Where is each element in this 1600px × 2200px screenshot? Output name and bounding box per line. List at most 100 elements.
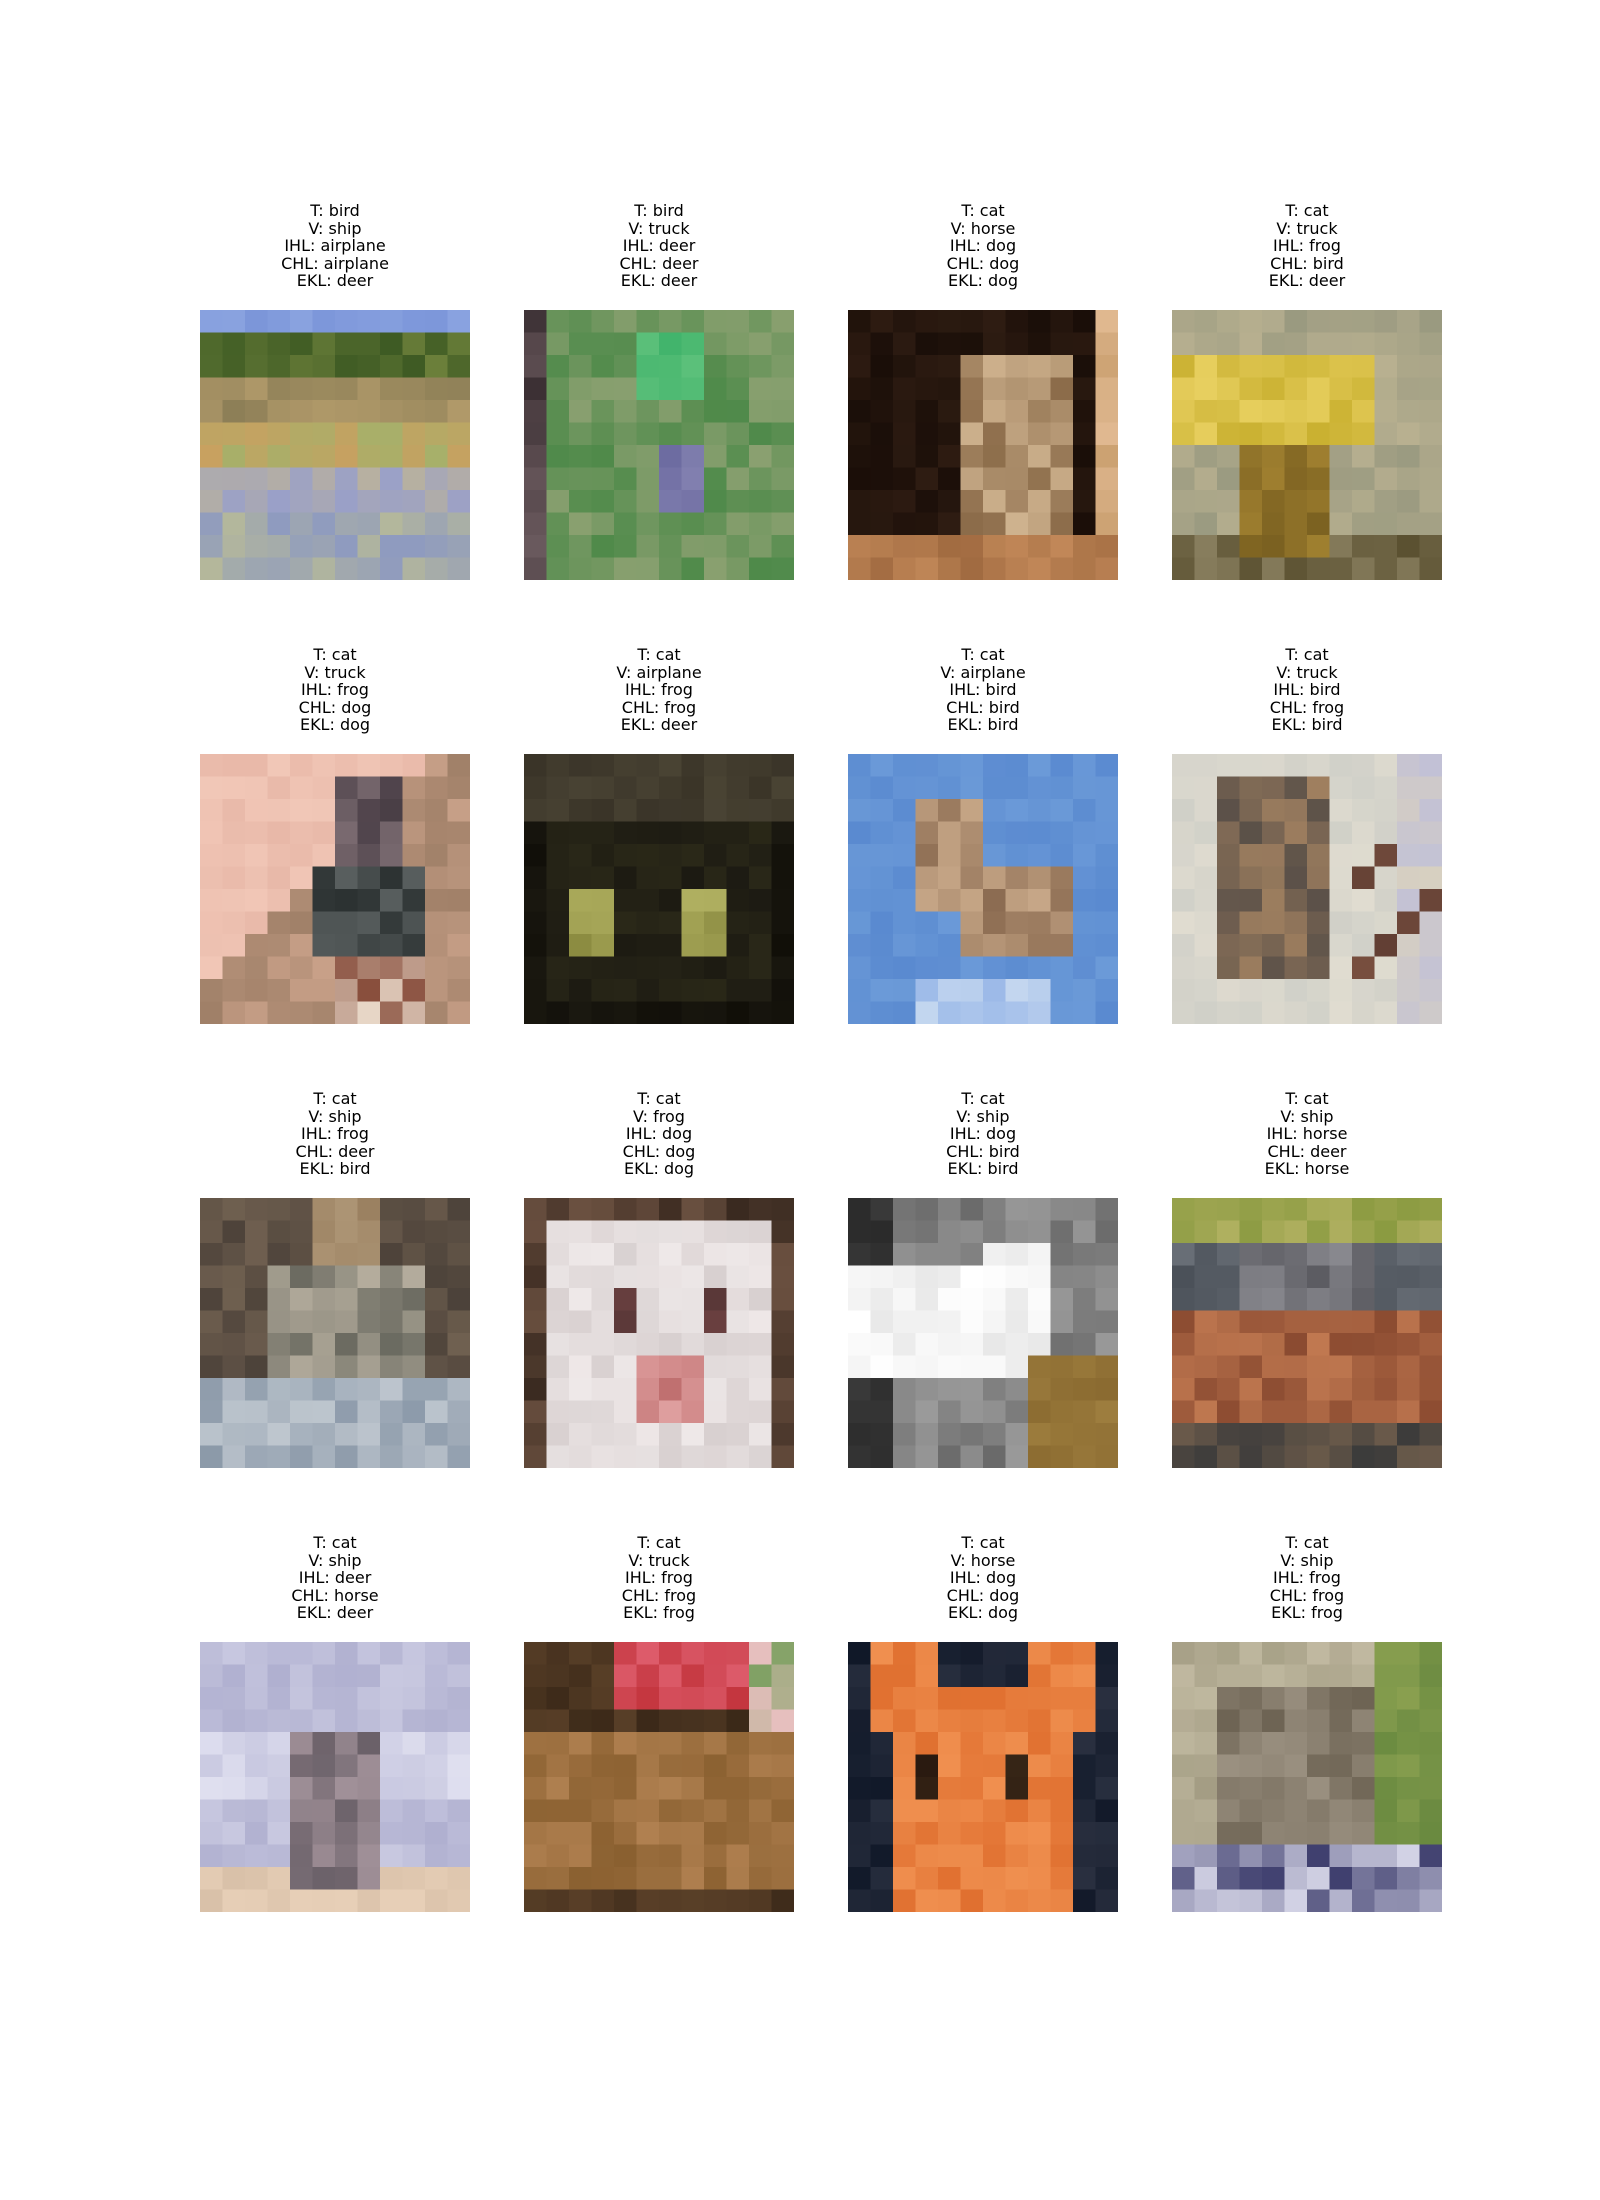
tabby-cat-on-rocks-image: [200, 1198, 470, 1468]
label-ekl: EKL: deer: [620, 271, 698, 290]
label-v: V: airplane: [616, 662, 702, 682]
cat-in-dark-doorway-image: [848, 310, 1118, 580]
label-true: T: cat: [961, 1089, 1005, 1108]
cell-caption: T: cat V: ship IHL: horse CHL: deer EKL: hor…: [1172, 1090, 1442, 1186]
label-ihl: IHL: dog: [625, 1124, 693, 1143]
label-true: T: cat: [637, 645, 681, 664]
label-ekl: EKL: bird: [299, 1159, 371, 1178]
orange-kitten-face-image: [848, 1642, 1118, 1912]
cat-drinking-from-cup-image: [200, 754, 470, 1024]
cell-caption: T: cat V: truck IHL: frog CHL: bird EKL: dee…: [1172, 202, 1442, 298]
brown-cat-with-red-background-image: [524, 1642, 794, 1912]
cell-caption: T: cat V: ship IHL: deer CHL: horse EKL: dee…: [200, 1534, 470, 1630]
label-true: T: cat: [313, 645, 357, 664]
label-ihl: IHL: frog: [301, 1124, 369, 1143]
label-chl: CHL: airplane: [281, 253, 389, 273]
cell-caption: T: bird V: truck IHL: deer CHL: deer EKL: de…: [524, 202, 794, 298]
label-ekl: EKL: deer: [1268, 271, 1346, 290]
label-ekl: EKL: deer: [296, 1603, 374, 1622]
label-chl: CHL: frog: [621, 697, 697, 717]
cell-caption: T: cat V: ship IHL: frog CHL: deer EKL: bird: [200, 1090, 470, 1186]
cell-caption: T: cat V: ship IHL: dog CHL: bird EKL: bird: [848, 1090, 1118, 1186]
label-ihl: IHL: frog: [1273, 1568, 1341, 1587]
label-v: V: frog: [633, 1106, 685, 1126]
label-v: V: truck: [1276, 662, 1338, 682]
label-v: V: truck: [628, 218, 690, 238]
label-ihl: IHL: frog: [1273, 236, 1341, 255]
cell-caption: T: cat V: horse IHL: dog CHL: dog EKL: dog: [848, 202, 1118, 298]
white-cat-face-closeup-image: [524, 1198, 794, 1468]
label-true: T: cat: [637, 1089, 681, 1108]
label-true: T: bird: [634, 201, 684, 220]
label-ihl: IHL: dog: [949, 1124, 1017, 1143]
cell-caption: T: cat V: truck IHL: frog CHL: frog EKL: fro…: [524, 1534, 794, 1630]
cell-caption: T: cat V: airplane IHL: bird CHL: bird EKL: …: [848, 646, 1118, 742]
label-true: T: cat: [313, 1533, 357, 1552]
label-v: V: ship: [308, 1106, 362, 1126]
label-v: V: ship: [308, 1550, 362, 1570]
label-ihl: IHL: horse: [1266, 1124, 1348, 1143]
label-chl: CHL: frog: [1269, 697, 1345, 717]
label-chl: CHL: deer: [1267, 1141, 1347, 1161]
label-true: T: bird: [310, 201, 360, 220]
label-ihl: IHL: bird: [1273, 680, 1341, 699]
label-v: V: ship: [1280, 1106, 1334, 1126]
label-ihl: IHL: dog: [949, 236, 1017, 255]
label-ihl: IHL: deer: [298, 1568, 372, 1587]
cell-caption: T: cat V: frog IHL: dog CHL: dog EKL: dog: [524, 1090, 794, 1186]
bird-in-green-foliage-image: [524, 310, 794, 580]
label-ekl: EKL: deer: [620, 715, 698, 734]
label-ekl: EKL: bird: [1271, 715, 1343, 734]
label-v: V: ship: [956, 1106, 1010, 1126]
label-v: V: ship: [308, 218, 362, 238]
label-ekl: EKL: dog: [947, 271, 1019, 290]
label-v: V: ship: [1280, 1550, 1334, 1570]
cell-caption: T: bird V: ship IHL: airplane CHL: airplane…: [200, 202, 470, 298]
cell-caption: T: cat V: truck IHL: frog CHL: dog EKL: dog: [200, 646, 470, 742]
label-true: T: cat: [961, 645, 1005, 664]
label-true: T: cat: [1285, 1089, 1329, 1108]
white-cat-paw-image: [848, 1198, 1118, 1468]
label-chl: CHL: dog: [622, 1141, 696, 1161]
label-ihl: IHL: bird: [949, 680, 1017, 699]
label-ekl: EKL: horse: [1264, 1159, 1350, 1178]
label-ihl: IHL: frog: [301, 680, 369, 699]
label-chl: CHL: dog: [298, 697, 372, 717]
label-ekl: EKL: dog: [947, 1603, 1019, 1622]
label-chl: CHL: bird: [946, 1141, 1020, 1161]
label-true: T: cat: [637, 1533, 681, 1552]
label-ihl: IHL: frog: [625, 1568, 693, 1587]
label-true: T: cat: [1285, 201, 1329, 220]
label-v: V: truck: [628, 1550, 690, 1570]
cell-caption: T: cat V: airplane IHL: frog CHL: frog EKL: …: [524, 646, 794, 742]
label-v: V: airplane: [940, 662, 1026, 682]
label-ekl: EKL: frog: [623, 1603, 695, 1622]
label-v: V: truck: [304, 662, 366, 682]
label-chl: CHL: horse: [291, 1585, 379, 1605]
meadow-landscape-image: [200, 310, 470, 580]
label-chl: CHL: deer: [619, 253, 699, 273]
label-true: T: cat: [1285, 645, 1329, 664]
label-v: V: truck: [1276, 218, 1338, 238]
cell-caption: T: cat V: ship IHL: frog CHL: frog EKL: frog: [1172, 1534, 1442, 1630]
label-true: T: cat: [961, 1533, 1005, 1552]
label-ekl: EKL: bird: [947, 1159, 1019, 1178]
label-true: T: cat: [313, 1089, 357, 1108]
kitten-sitting-light-background-image: [200, 1642, 470, 1912]
cell-caption: T: cat V: truck IHL: bird CHL: frog EKL: bir…: [1172, 646, 1442, 742]
label-ekl: EKL: bird: [947, 715, 1019, 734]
cell-caption: T: cat V: horse IHL: dog CHL: dog EKL: dog: [848, 1534, 1118, 1630]
label-v: V: horse: [950, 1550, 1016, 1570]
label-chl: CHL: frog: [621, 1585, 697, 1605]
label-ihl: IHL: airplane: [284, 236, 386, 255]
label-chl: CHL: bird: [1270, 253, 1344, 273]
cat-lying-on-grass-image: [1172, 1642, 1442, 1912]
label-chl: CHL: dog: [946, 1585, 1020, 1605]
label-chl: CHL: frog: [1269, 1585, 1345, 1605]
label-ihl: IHL: dog: [949, 1568, 1017, 1587]
label-ekl: EKL: deer: [296, 271, 374, 290]
label-chl: CHL: deer: [295, 1141, 375, 1161]
label-ekl: EKL: dog: [299, 715, 371, 734]
label-ihl: IHL: deer: [622, 236, 696, 255]
